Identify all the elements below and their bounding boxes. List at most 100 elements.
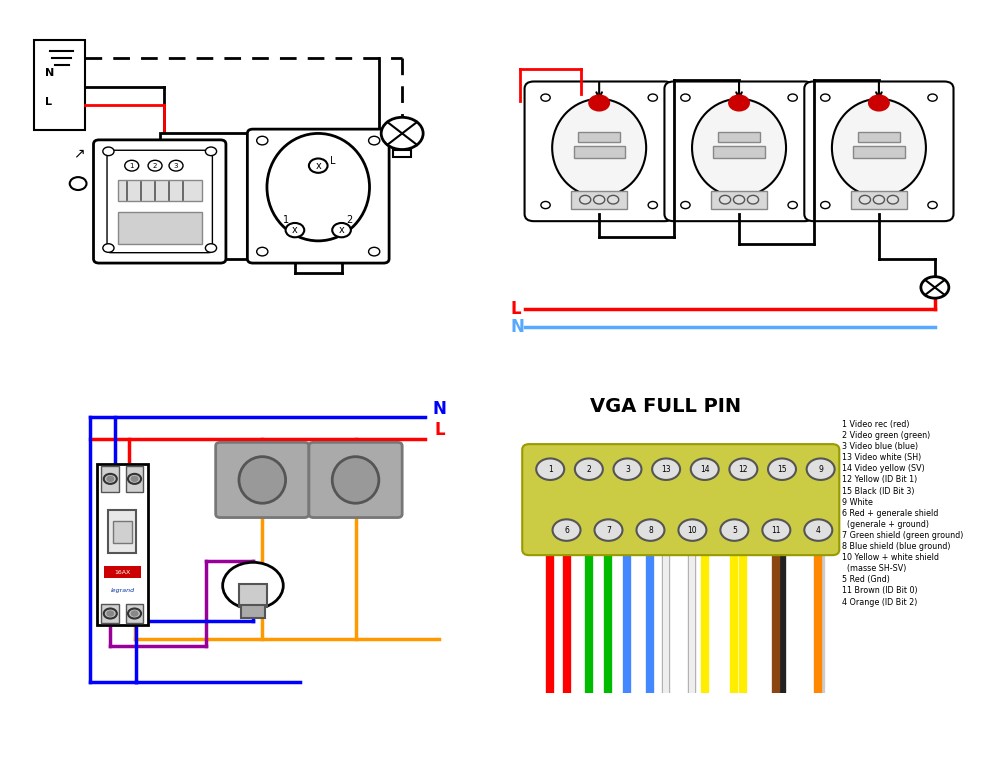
Bar xyxy=(104,566,141,578)
Circle shape xyxy=(69,177,86,190)
Circle shape xyxy=(788,94,798,101)
Circle shape xyxy=(859,195,871,204)
Circle shape xyxy=(681,201,690,209)
Text: 10: 10 xyxy=(687,526,697,535)
Bar xyxy=(858,132,900,142)
Circle shape xyxy=(652,459,681,480)
Bar xyxy=(239,584,267,607)
Circle shape xyxy=(541,94,551,101)
Circle shape xyxy=(579,195,591,204)
Circle shape xyxy=(128,474,141,484)
Bar xyxy=(851,190,907,209)
Text: x: x xyxy=(338,225,344,235)
Bar xyxy=(108,511,137,553)
Ellipse shape xyxy=(267,133,370,241)
Text: 1: 1 xyxy=(284,215,290,225)
Text: 9 White: 9 White xyxy=(841,498,873,507)
Text: 6 Red + generale shield: 6 Red + generale shield xyxy=(841,509,938,517)
Bar xyxy=(393,149,412,157)
Circle shape xyxy=(103,147,114,155)
Bar xyxy=(126,604,144,623)
Bar xyxy=(101,466,119,492)
Text: L: L xyxy=(434,421,444,439)
Circle shape xyxy=(131,476,138,482)
Circle shape xyxy=(222,562,284,609)
Text: 11 Brown (ID Bit 0): 11 Brown (ID Bit 0) xyxy=(841,587,918,595)
Circle shape xyxy=(637,520,665,541)
Text: 4: 4 xyxy=(815,526,820,535)
Text: 3: 3 xyxy=(174,162,179,168)
Text: 10 Yellow + white shield: 10 Yellow + white shield xyxy=(841,553,938,562)
FancyBboxPatch shape xyxy=(247,129,389,263)
Text: 16AX: 16AX xyxy=(114,570,131,575)
Ellipse shape xyxy=(692,99,786,197)
Circle shape xyxy=(805,520,832,541)
Bar xyxy=(713,146,765,158)
Text: 4 Orange (ID Bit 2): 4 Orange (ID Bit 2) xyxy=(841,597,917,607)
Circle shape xyxy=(921,277,948,298)
Text: 11: 11 xyxy=(772,526,781,535)
Circle shape xyxy=(131,611,138,616)
Circle shape xyxy=(125,160,139,171)
Text: 12 Yellow (ID Bit 1): 12 Yellow (ID Bit 1) xyxy=(841,475,917,485)
Text: L: L xyxy=(330,156,335,166)
Text: 3 Video blue (blue): 3 Video blue (blue) xyxy=(841,442,918,451)
Circle shape xyxy=(820,201,830,209)
Circle shape xyxy=(309,158,327,173)
Circle shape xyxy=(869,95,889,110)
Circle shape xyxy=(762,520,791,541)
Circle shape xyxy=(104,609,117,619)
Bar xyxy=(241,605,265,618)
Circle shape xyxy=(104,474,117,484)
Circle shape xyxy=(369,248,380,256)
Bar xyxy=(97,464,148,625)
Circle shape xyxy=(332,223,351,237)
Circle shape xyxy=(148,160,162,171)
Ellipse shape xyxy=(332,456,379,503)
Text: 12: 12 xyxy=(739,465,748,474)
Text: 8 Blue shield (blue ground): 8 Blue shield (blue ground) xyxy=(841,542,950,551)
Text: 3: 3 xyxy=(625,465,630,474)
Text: x: x xyxy=(292,225,298,235)
Bar xyxy=(578,132,620,142)
Text: L: L xyxy=(46,97,53,107)
FancyBboxPatch shape xyxy=(525,82,674,221)
Circle shape xyxy=(729,459,757,480)
FancyBboxPatch shape xyxy=(309,442,402,517)
Text: 2: 2 xyxy=(586,465,591,474)
Circle shape xyxy=(733,195,745,204)
Circle shape xyxy=(873,195,885,204)
Text: x: x xyxy=(315,161,321,171)
Circle shape xyxy=(607,195,619,204)
Bar xyxy=(34,40,85,130)
Circle shape xyxy=(747,195,759,204)
FancyBboxPatch shape xyxy=(665,82,813,221)
Bar xyxy=(718,132,760,142)
Text: N: N xyxy=(433,400,446,418)
Text: 13 Video white (SH): 13 Video white (SH) xyxy=(841,453,921,463)
Text: VGA FULL PIN: VGA FULL PIN xyxy=(590,397,741,416)
Circle shape xyxy=(648,201,658,209)
Ellipse shape xyxy=(832,99,926,197)
Circle shape xyxy=(205,147,216,155)
Circle shape xyxy=(613,459,642,480)
Circle shape xyxy=(719,195,731,204)
Text: L: L xyxy=(511,300,521,318)
Text: 14: 14 xyxy=(700,465,709,474)
Text: 1: 1 xyxy=(130,162,134,168)
Bar xyxy=(573,146,625,158)
Text: 9: 9 xyxy=(818,465,823,474)
Text: 6: 6 xyxy=(564,526,569,535)
Bar xyxy=(113,521,132,543)
Circle shape xyxy=(103,244,114,252)
Circle shape xyxy=(887,195,899,204)
Circle shape xyxy=(820,94,830,101)
Text: 2 Video green (green): 2 Video green (green) xyxy=(841,431,930,440)
Bar xyxy=(571,190,627,209)
Text: 15: 15 xyxy=(777,465,787,474)
Text: N: N xyxy=(511,318,525,336)
Text: 14 Video yellow (SV): 14 Video yellow (SV) xyxy=(841,464,925,473)
Circle shape xyxy=(806,459,834,480)
Circle shape xyxy=(574,459,603,480)
Circle shape xyxy=(928,201,937,209)
